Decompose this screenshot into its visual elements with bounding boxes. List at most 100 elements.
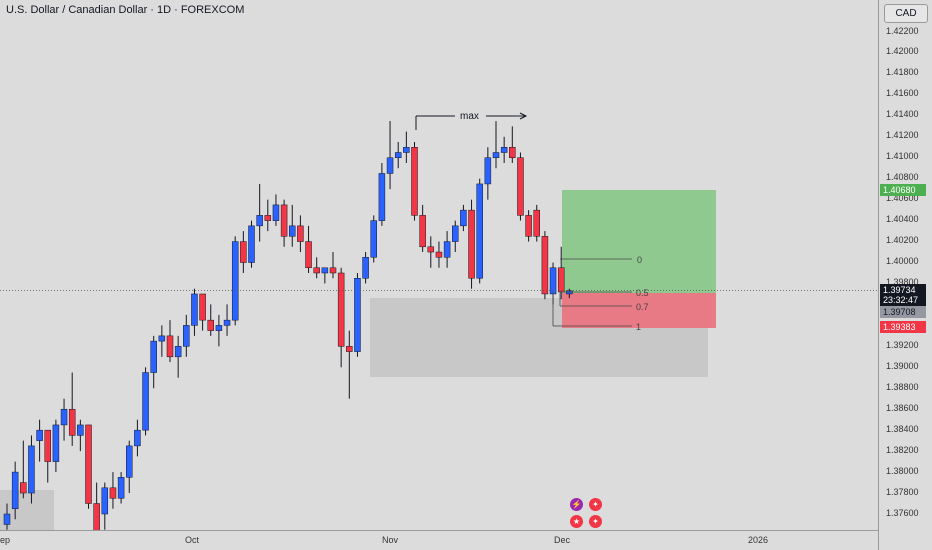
candle [215,314,223,347]
candle-body [240,241,247,263]
symbol-title[interactable]: U.S. Dollar / Canadian Dollar · 1D · FOR… [6,4,245,16]
candle-body [117,477,125,499]
candle [476,178,483,284]
candle [492,121,500,169]
currency-selector[interactable]: CAD [884,4,928,23]
price-tick-label: 1.41200 [886,130,919,140]
candle-body [158,335,166,342]
price-tick-label: 1.38800 [886,382,919,392]
candle [378,162,386,226]
candle-body [264,215,272,221]
time-tick-label: Oct [185,535,200,545]
candle [28,435,35,504]
candle [427,236,435,268]
candle-body [435,251,443,258]
candle [370,215,377,263]
candle-body [60,408,68,426]
fib-level-label: 0.5 [636,288,649,298]
candle [256,183,263,242]
time-tick-label: Dec [554,535,571,545]
candle [191,288,198,336]
candle [93,482,100,541]
candle-body [93,503,100,536]
candle-body [476,183,483,279]
candle-body [517,157,524,216]
canada-flag-icon[interactable]: ✦ [589,498,602,511]
candle-body [378,173,386,221]
candle-body [166,335,174,358]
candle [411,142,418,221]
candle-body [68,408,76,436]
price-tick-label: 1.39000 [886,361,919,371]
candle-body [297,225,304,242]
candle-body [280,204,288,237]
price-tick-label: 1.40600 [886,193,919,203]
us-flag-icon[interactable]: ★ [570,515,583,528]
candle [52,419,60,473]
candle-body [44,429,51,462]
candle [362,252,369,284]
candle [248,220,255,268]
candle [435,241,443,268]
candle [117,472,125,504]
candle [280,199,288,247]
candle-body [346,346,353,352]
candle-body [362,257,369,279]
candle [500,136,508,163]
target-zone [562,190,716,293]
candle-body [500,147,508,153]
stop-price-label: 1.39383 [880,321,926,333]
candle-body [248,225,255,263]
stop-zone [562,293,716,328]
price-tick-label: 1.37800 [886,487,919,497]
candle-body [101,487,109,515]
price-tick-label: 1.42000 [886,46,919,56]
candle-body [313,267,320,274]
candle [329,252,337,279]
candle [460,204,467,232]
canada-flag-icon[interactable]: ✦ [589,515,602,528]
candle [68,372,76,446]
price-tick-label: 1.40000 [886,256,919,266]
candle [77,419,84,452]
candle [272,194,280,226]
lightning-icon[interactable]: ⚡ [570,498,583,511]
candle [109,472,117,509]
current-price-label: 1.39734 [880,284,926,296]
price-axis[interactable]: 1.42200 1.42000 1.41800 1.41600 1.41400 1.412… [878,0,932,550]
candle [386,121,394,190]
candle [126,440,133,494]
price-tick-label: 1.38000 [886,466,919,476]
candle-body [199,293,206,321]
candle [264,199,272,232]
price-tick-label: 1.38600 [886,403,919,413]
price-tick-label: 1.39800 [886,277,919,287]
candle [174,335,182,378]
candle-body [337,272,345,347]
time-tick-label: Nov [382,535,399,545]
candle [240,231,247,273]
candle [85,424,92,509]
candle-body [452,225,459,242]
candle-body [109,487,117,499]
price-tick-label: 1.40200 [886,235,919,245]
candlestick-chart[interactable]: max 0 0.5 0.7 1 [0,0,878,541]
candle [419,204,426,253]
candle-body [3,513,11,525]
time-axis[interactable]: ep Oct Nov Dec 2026 [0,530,878,550]
fib-level-label: 1 [636,322,641,332]
price-tick-label: 1.41400 [886,109,919,119]
candle [166,320,174,363]
chart-canvas[interactable]: max 0 0.5 0.7 1 U.S. Dollar / Canadian Dolla… [0,0,878,541]
candle [394,142,402,169]
candle-body [468,209,475,279]
candle-body [305,241,312,269]
candle-body [484,157,492,185]
candle-body [207,319,214,331]
candle [354,273,361,357]
candle-body [427,246,435,253]
candle [289,204,296,247]
candle-body [370,220,377,258]
candle [403,131,410,163]
candle-body [289,225,296,237]
